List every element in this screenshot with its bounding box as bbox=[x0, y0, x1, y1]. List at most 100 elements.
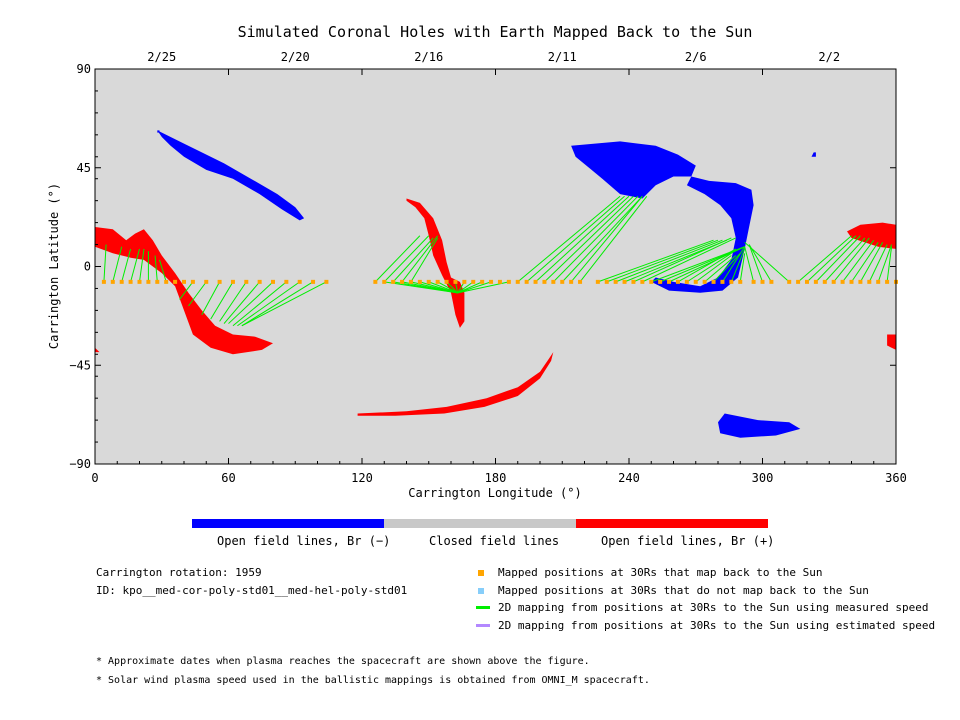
mapped-swatch bbox=[478, 569, 484, 576]
measured-mapping-line-16 bbox=[237, 281, 300, 327]
measured-mapping-line-39 bbox=[526, 195, 625, 283]
measured-mapping-line-57 bbox=[695, 255, 732, 283]
colorbar-positive bbox=[576, 519, 768, 528]
field-line-mappings bbox=[103, 195, 897, 327]
mapped-point-45 bbox=[595, 279, 600, 284]
measured-mapping-line-67 bbox=[797, 235, 852, 283]
top-date-label-2: 2/16 bbox=[414, 50, 443, 64]
measured-mapping-line-74 bbox=[859, 242, 884, 283]
measured-mapping-line-64 bbox=[748, 244, 763, 283]
mapped-point-71 bbox=[840, 279, 845, 284]
mapped-point-7 bbox=[164, 279, 169, 284]
mapped-point-8 bbox=[173, 279, 178, 284]
measured-mapping-line-36 bbox=[457, 281, 492, 294]
mapped-point-23 bbox=[391, 279, 396, 284]
mapped-point-73 bbox=[858, 279, 863, 284]
measured-mapping-line-47 bbox=[606, 239, 719, 283]
unmapped-swatch bbox=[478, 587, 484, 594]
mapped-point-47 bbox=[613, 279, 618, 284]
y-axis-label: Carrington Latitude (°) bbox=[47, 183, 61, 349]
mapped-point-16 bbox=[271, 279, 275, 284]
measured-mapping-line-41 bbox=[544, 195, 634, 283]
measured-mapping-line-40 bbox=[535, 195, 630, 283]
coronal-hole-negative-1 bbox=[571, 141, 696, 199]
x-tick-label-6: 360 bbox=[885, 471, 907, 485]
carrington-rotation: Carrington rotation: 1959 bbox=[96, 566, 262, 579]
mapped-point-57 bbox=[702, 279, 707, 284]
x-tick-label-1: 60 bbox=[221, 471, 235, 485]
colorbar-negative bbox=[192, 519, 384, 528]
measured-mapping-line-71 bbox=[833, 237, 870, 283]
measured-mapping-line-14 bbox=[228, 281, 274, 324]
mapped-point-51 bbox=[649, 279, 654, 284]
measured-mapping-line-1 bbox=[112, 246, 123, 282]
coronal-hole-negative-5 bbox=[157, 130, 160, 133]
measured-mapping-line-29 bbox=[428, 281, 458, 294]
mapped-point-26 bbox=[417, 279, 422, 284]
measured-mapping-line-18 bbox=[241, 281, 327, 327]
x-tick-label-4: 240 bbox=[618, 471, 640, 485]
measured-mapping-line-61 bbox=[730, 248, 746, 283]
mapped-point-63 bbox=[760, 279, 765, 284]
x-tick-label-3: 180 bbox=[485, 471, 507, 485]
colorbar-label-closed: Closed field lines bbox=[429, 534, 560, 548]
mapped-point-5 bbox=[146, 279, 151, 284]
mapped-point-67 bbox=[805, 279, 809, 284]
measured-mapping-line-68 bbox=[806, 235, 857, 283]
mapped-point-53 bbox=[667, 279, 672, 284]
y-tick-label-2: 0 bbox=[84, 260, 91, 274]
mapped-point-39 bbox=[533, 279, 538, 284]
mapped-positions bbox=[101, 279, 898, 284]
mapped-point-43 bbox=[569, 279, 574, 284]
colorbar-label-positive: Open field lines, Br (+) bbox=[601, 534, 775, 548]
mapped-point-6 bbox=[155, 279, 160, 284]
footnote-speed: * Solar wind plasma speed used in the ba… bbox=[96, 675, 650, 686]
measured-mapping-line-9 bbox=[188, 281, 207, 307]
measured-mapping-line-62 bbox=[739, 253, 746, 282]
coronal-hole-positive-8 bbox=[357, 352, 554, 416]
y-tick-label-0: 90 bbox=[77, 62, 91, 76]
coronal-hole-positive-11 bbox=[887, 334, 896, 350]
mapped-point-33 bbox=[480, 279, 485, 284]
mapped-point-15 bbox=[257, 279, 262, 284]
measured-mapping-line-11 bbox=[210, 281, 234, 320]
mapped-point-54 bbox=[675, 279, 680, 284]
mapped-point-1 bbox=[110, 279, 115, 284]
coronal-hole-positive-10 bbox=[95, 347, 100, 353]
mapped-point-37 bbox=[515, 279, 520, 284]
measured-mapping-line-13 bbox=[223, 281, 261, 324]
mapped-point-18 bbox=[297, 279, 302, 284]
mapped-point-14 bbox=[244, 279, 249, 284]
legend-unmapped-label: Mapped positions at 30Rs that do not map… bbox=[498, 584, 869, 597]
measured-mapping-line-54 bbox=[668, 246, 745, 283]
x-tick-label-2: 120 bbox=[351, 471, 373, 485]
mapped-point-27 bbox=[426, 279, 431, 284]
mapped-point-66 bbox=[796, 279, 801, 284]
mapped-point-19 bbox=[311, 279, 316, 284]
x-axis-label: Carrington Longitude (°) bbox=[408, 486, 581, 500]
mapped-point-72 bbox=[849, 279, 854, 284]
mapped-point-17 bbox=[284, 279, 289, 284]
mapped-point-28 bbox=[435, 279, 440, 284]
measured-mapping-line-34 bbox=[457, 281, 474, 294]
measured-mapping-line-10 bbox=[201, 281, 221, 316]
colorbar-label-negative: Open field lines, Br (−) bbox=[217, 534, 391, 548]
measured-mapping-line-73 bbox=[851, 242, 879, 283]
measured-mapping-line-22 bbox=[401, 235, 439, 283]
legend-estimated: 2D mapping from positions at 30Rs to the… bbox=[476, 619, 935, 632]
y-tick-label-1: 45 bbox=[77, 161, 91, 175]
mapped-point-30 bbox=[453, 279, 458, 284]
mapped-point-49 bbox=[631, 279, 636, 284]
coronal-hole-negative-2 bbox=[651, 176, 754, 293]
legend-measured: 2D mapping from positions at 30Rs to the… bbox=[476, 601, 928, 614]
colorbar-closed bbox=[384, 519, 576, 528]
measured-mapping-line-77 bbox=[886, 246, 893, 282]
measured-mapping-line-75 bbox=[868, 244, 888, 283]
x-axis-ticks: 0 60 120 180 240 300 360 bbox=[91, 69, 907, 485]
coronal-hole-regions bbox=[95, 130, 896, 438]
measured-mapping-line-72 bbox=[842, 239, 875, 283]
measured-mapping-line-69 bbox=[815, 235, 861, 283]
measured-mapping-line-28 bbox=[419, 281, 458, 294]
mapped-point-69 bbox=[822, 279, 827, 284]
measured-mapping-line-8 bbox=[179, 281, 194, 300]
